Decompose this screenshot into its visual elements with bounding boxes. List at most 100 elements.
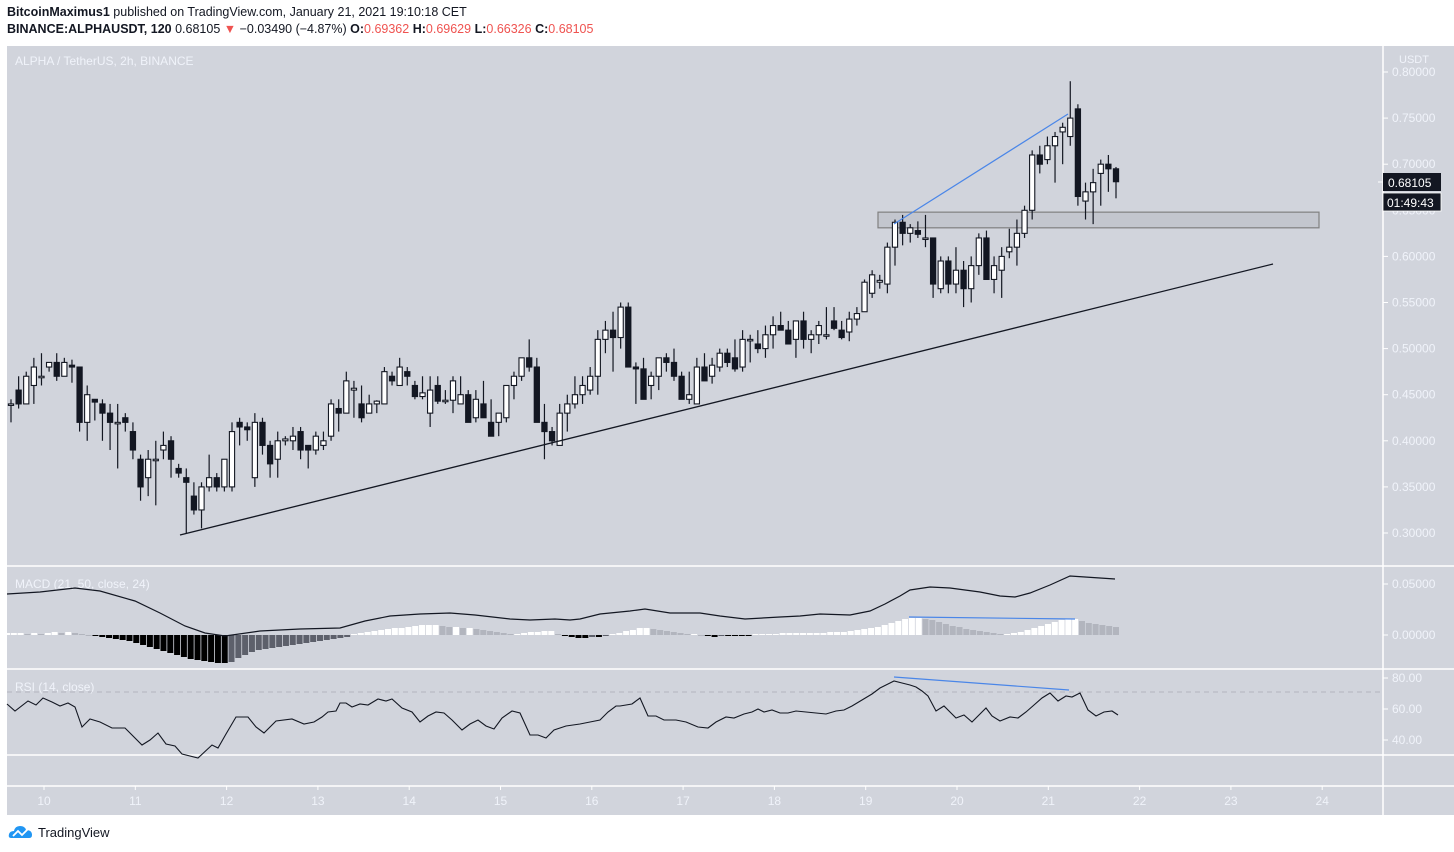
candle xyxy=(518,357,525,377)
candle xyxy=(1021,209,1028,234)
ascending-support-line[interactable] xyxy=(179,263,1274,536)
macd-bar xyxy=(364,632,371,635)
candle xyxy=(145,458,152,479)
candle xyxy=(251,421,259,479)
macd-bar xyxy=(310,635,317,642)
candle xyxy=(282,438,289,442)
macd-axis[interactable]: 0.05000 0.00000 xyxy=(1383,577,1436,642)
macd-histogram xyxy=(4,618,1119,663)
candle xyxy=(640,368,647,400)
candle xyxy=(617,306,624,339)
macd-bar xyxy=(453,627,460,635)
macd-bar xyxy=(235,635,242,658)
candle xyxy=(244,426,251,431)
candle xyxy=(952,269,960,285)
candle xyxy=(868,274,876,294)
author[interactable]: BitcoinMaximus1 xyxy=(7,5,110,19)
macd-bar xyxy=(473,629,480,635)
pane-title: ALPHA / TetherUS, 2h, BINANCE xyxy=(15,54,194,68)
macd-bar xyxy=(1078,621,1085,635)
candle xyxy=(670,361,678,377)
time-tick-label: 21 xyxy=(1042,794,1056,808)
candle xyxy=(434,384,441,402)
macd-divergence-line[interactable] xyxy=(908,616,1076,620)
price-tick-label: 0.70000 xyxy=(1392,157,1436,171)
candle xyxy=(1006,246,1013,253)
macd-bar xyxy=(92,635,99,636)
candle xyxy=(373,400,380,405)
macd-bar xyxy=(711,635,718,637)
macd-bar xyxy=(242,635,249,655)
candle xyxy=(205,477,213,488)
macd-bar xyxy=(834,632,841,635)
time-axis[interactable]: 10 11 12 13 14 15 16 17 18 19 20 21 22 23 24 xyxy=(37,786,1329,808)
macd-bar xyxy=(589,635,596,637)
macd-bar xyxy=(405,627,412,635)
candle xyxy=(480,403,487,419)
price-tick-label: 0.45000 xyxy=(1392,388,1436,402)
macd-bar xyxy=(262,635,269,649)
candle xyxy=(587,375,594,391)
low-value: 0.66326 xyxy=(486,22,532,36)
macd-bar xyxy=(500,633,507,635)
macd-bar xyxy=(208,635,215,662)
macd-bar xyxy=(983,632,990,635)
macd-bar xyxy=(167,635,174,653)
candle xyxy=(1097,163,1104,174)
close-label: C: xyxy=(535,22,549,36)
macd-bar xyxy=(670,632,677,635)
time-tick-label: 23 xyxy=(1224,794,1238,808)
macd-bar xyxy=(650,629,657,635)
last-price-badge xyxy=(1383,173,1441,191)
symbol-line: BINANCE:ALPHAUSDT, 120 0.68105 ▼ −0.0349… xyxy=(7,22,593,36)
tradingview-logo-icon xyxy=(8,826,32,838)
high-value: 0.69629 xyxy=(425,22,472,36)
candle xyxy=(990,265,998,280)
macd-bar xyxy=(466,628,473,635)
macd-bar xyxy=(1017,632,1024,635)
candle xyxy=(388,375,396,382)
macd-tick-label: 0.05000 xyxy=(1392,577,1436,591)
candle xyxy=(632,366,640,370)
time-tick-label: 10 xyxy=(37,794,51,808)
macd-bar xyxy=(766,634,773,635)
macd-bar xyxy=(684,634,691,635)
macd-bar xyxy=(963,629,970,635)
price-divergence-line[interactable] xyxy=(893,113,1069,225)
macd-bar xyxy=(194,635,201,660)
candle xyxy=(960,269,967,290)
macd-bar xyxy=(350,634,357,635)
candle xyxy=(602,329,609,340)
macd-bar xyxy=(555,634,562,635)
price-tick-label: 0.60000 xyxy=(1392,249,1436,263)
price-change: −0.03490 (−4.87%) xyxy=(239,22,347,36)
macd-bar xyxy=(738,635,745,636)
down-arrow-icon: ▼ xyxy=(223,22,237,36)
macd-bar xyxy=(827,632,834,635)
currency-label: USDT xyxy=(1399,54,1429,66)
close-value: 0.68105 xyxy=(548,22,594,36)
macd-bar xyxy=(908,618,915,635)
macd-bar xyxy=(51,632,58,635)
resistance-zone[interactable] xyxy=(877,211,1320,229)
macd-bar xyxy=(276,635,283,647)
candle xyxy=(411,384,419,398)
candle xyxy=(594,338,601,377)
candle xyxy=(785,329,792,345)
time-tick-label: 11 xyxy=(129,794,142,808)
rsi-title: RSI (14, close) xyxy=(15,680,94,694)
time-tick-label: 16 xyxy=(585,794,599,808)
macd-bar xyxy=(990,633,997,635)
time-tick-label: 22 xyxy=(1133,794,1147,808)
rsi-axis[interactable]: 80.00 60.00 40.00 xyxy=(1383,671,1422,747)
price-tick-label: 0.80000 xyxy=(1392,65,1436,79)
macd-bar xyxy=(201,635,208,661)
price-tick-label: 0.75000 xyxy=(1392,111,1436,125)
candle xyxy=(754,343,761,350)
candle xyxy=(975,237,982,267)
candle xyxy=(792,320,800,340)
tradingview-branding[interactable]: TradingView xyxy=(8,824,110,840)
rsi-divergence-line[interactable] xyxy=(893,676,1070,691)
candle xyxy=(320,440,327,446)
